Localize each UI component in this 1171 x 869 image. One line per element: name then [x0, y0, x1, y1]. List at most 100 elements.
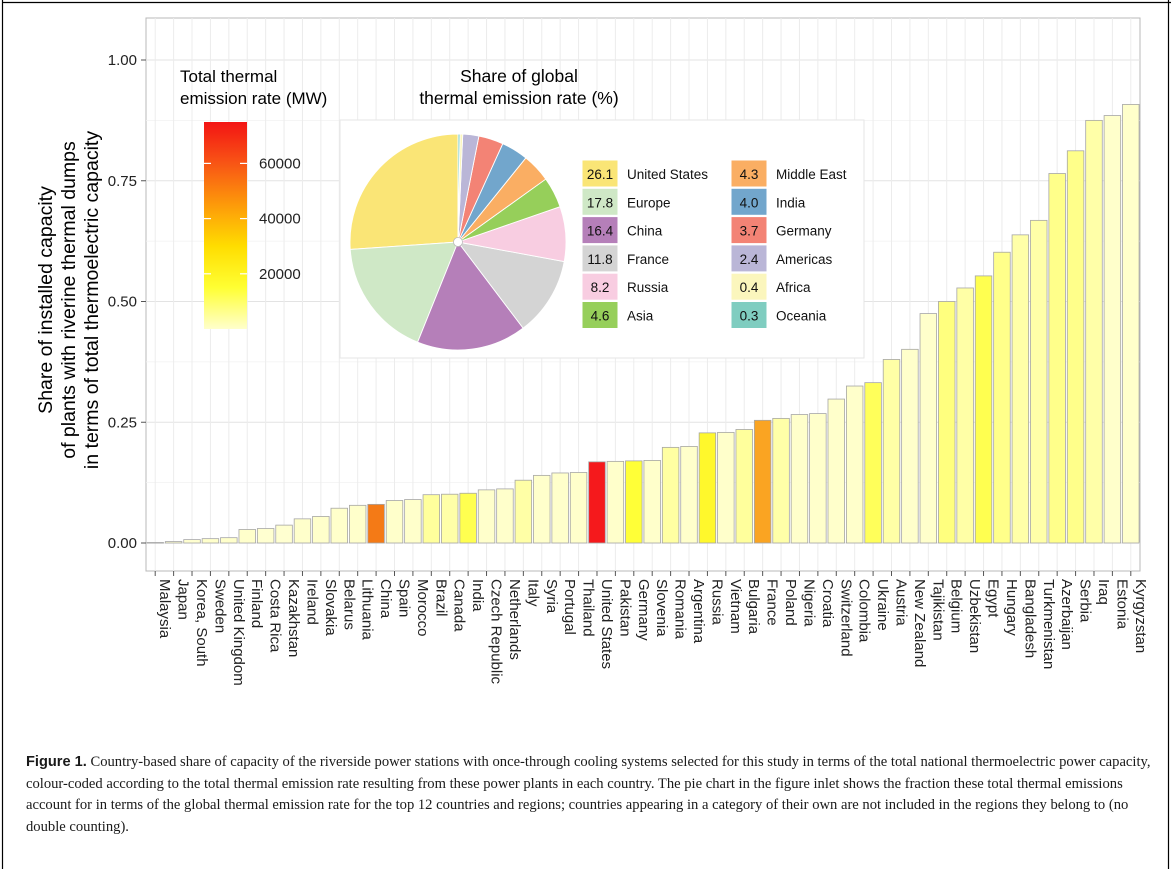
- bar: [1103, 115, 1122, 544]
- colorbar-title-line-1: Total thermal: [180, 67, 277, 86]
- bar: [625, 460, 643, 544]
- bar: [1030, 219, 1048, 544]
- pie-legend-swatch: [730, 187, 768, 216]
- pie-legend-label: Africa: [776, 280, 811, 295]
- bar: [938, 301, 956, 544]
- x-tick-label: Germany: [635, 579, 652, 641]
- pie-legend-label: Russia: [627, 280, 669, 295]
- x-tick-label: Kazakhstan: [285, 579, 302, 657]
- x-tick-label: United Kingdom: [230, 579, 247, 686]
- caption-label: Figure 1.: [26, 754, 87, 770]
- x-tick-label: Vietnam: [727, 579, 744, 634]
- bar: [1066, 150, 1085, 544]
- pie-legend-value: 0.4: [740, 280, 759, 295]
- y-tick-label: 0.50: [108, 294, 137, 311]
- x-tick-label: Colombia: [856, 579, 873, 643]
- pie-legend-swatch: [581, 244, 619, 273]
- x-tick-label: Bangladesh: [1021, 579, 1038, 658]
- bar: [533, 474, 551, 544]
- colorbar-tick-label: 20000: [259, 266, 301, 283]
- bar: [588, 461, 606, 544]
- bars: [146, 104, 1140, 544]
- pie-slice: [349, 241, 459, 343]
- pie: [349, 133, 567, 351]
- pie-legend-value: 0.3: [740, 309, 759, 324]
- bar: [790, 414, 809, 544]
- bar: [809, 413, 827, 544]
- pie-legend-label: Germany: [776, 224, 832, 239]
- pie-legend-label: China: [627, 224, 663, 239]
- bar: [514, 479, 533, 544]
- x-tick-label: Romania: [672, 579, 689, 640]
- pie-title-word-1: Share of: [460, 66, 526, 86]
- x-axis-labels: Malaysia Japan Korea, South Sweden United Ki…: [154, 571, 1149, 686]
- y-axis-title-line-2: of plants with riverine thermal dumps: [58, 141, 80, 459]
- pie-legend-label: France: [627, 252, 669, 267]
- x-tick-label: Korea, South: [193, 579, 210, 667]
- x-tick-label: Russia: [708, 579, 725, 626]
- bar: [349, 504, 367, 544]
- x-tick-label: Ireland: [303, 579, 320, 625]
- x-tick-label: Malaysia: [156, 579, 173, 639]
- x-tick-label: New Zealand: [911, 579, 928, 667]
- x-tick-label: Belgium: [948, 579, 965, 633]
- bar: [164, 541, 183, 544]
- colorbar-title-line-2: emission rate (MW): [180, 89, 327, 108]
- pie-slice: [457, 133, 461, 243]
- y-axis-title: Share of installed capacity of plants wi…: [35, 131, 103, 469]
- x-tick-label: Poland: [782, 579, 799, 626]
- pie-legend-value: 2.4: [740, 252, 759, 267]
- bar: [680, 445, 698, 544]
- pie-legend-label: Europe: [627, 195, 671, 210]
- pie-legend: 26.1 United States 17.8 Europe 16.4 China 11.8…: [581, 159, 847, 329]
- pie-legend-value: 4.3: [740, 167, 759, 182]
- bar: [1122, 104, 1140, 544]
- bar: [661, 446, 680, 544]
- pie-slice: [417, 241, 524, 351]
- pie-legend-label: Americas: [776, 252, 833, 267]
- x-tick-label: Thailand: [580, 579, 597, 637]
- pie-legend-value: 17.8: [587, 195, 613, 210]
- colorbar-ticks: 20000 40000 60000: [204, 155, 301, 283]
- x-tick-label: Sweden: [211, 579, 228, 633]
- pie-title-line-2: thermal emission rate (%): [419, 88, 618, 108]
- bar: [753, 419, 772, 544]
- x-tick-label: India: [469, 579, 486, 612]
- x-tick-label: United States: [598, 579, 615, 669]
- bar: [735, 429, 753, 544]
- bar: [183, 539, 201, 544]
- pie-legend-swatch: [581, 272, 619, 301]
- x-tick-label: Slovenia: [653, 579, 670, 637]
- figure-caption: Figure 1. Country-based share of capacit…: [26, 752, 1156, 838]
- bar: [275, 524, 293, 544]
- bar: [643, 460, 661, 544]
- pie-legend-label: India: [776, 195, 806, 210]
- x-tick-label: Ukraine: [874, 579, 891, 631]
- x-tick-label: Serbia: [1077, 579, 1094, 623]
- x-tick-label: Czech Republic: [488, 579, 505, 685]
- x-tick-label: Kyrgyzstan: [1132, 579, 1149, 653]
- pie-legend-value: 4.6: [591, 309, 610, 324]
- y-axis-ticks: 0.00 0.25 0.50 0.75 1.00: [108, 52, 146, 552]
- x-tick-label: Japan: [175, 579, 192, 620]
- y-axis-title-line-1: Share of installed capacity: [35, 186, 57, 414]
- bar: [1048, 173, 1066, 544]
- pie-title-line-1: Share of global: [460, 66, 578, 86]
- x-tick-label: Costa Rica: [267, 579, 284, 653]
- x-tick-label: Nigeria: [800, 579, 817, 627]
- pie-legend-swatch: [730, 159, 768, 188]
- colorbar-tick-label: 60000: [259, 155, 301, 172]
- x-tick-label: Spain: [396, 579, 413, 617]
- bar: [569, 472, 588, 544]
- bar: [846, 385, 864, 544]
- x-tick-label: Uzbekistan: [966, 579, 983, 653]
- colorbar-tick-label: 40000: [259, 211, 301, 228]
- pie-title-word-2: global: [531, 66, 578, 86]
- pie-legend-swatch: [730, 272, 768, 301]
- x-tick-label: Croatia: [819, 579, 836, 628]
- pie-legend-label: Oceania: [776, 309, 827, 324]
- x-tick-label: Argentina: [690, 579, 707, 644]
- bar: [993, 251, 1011, 544]
